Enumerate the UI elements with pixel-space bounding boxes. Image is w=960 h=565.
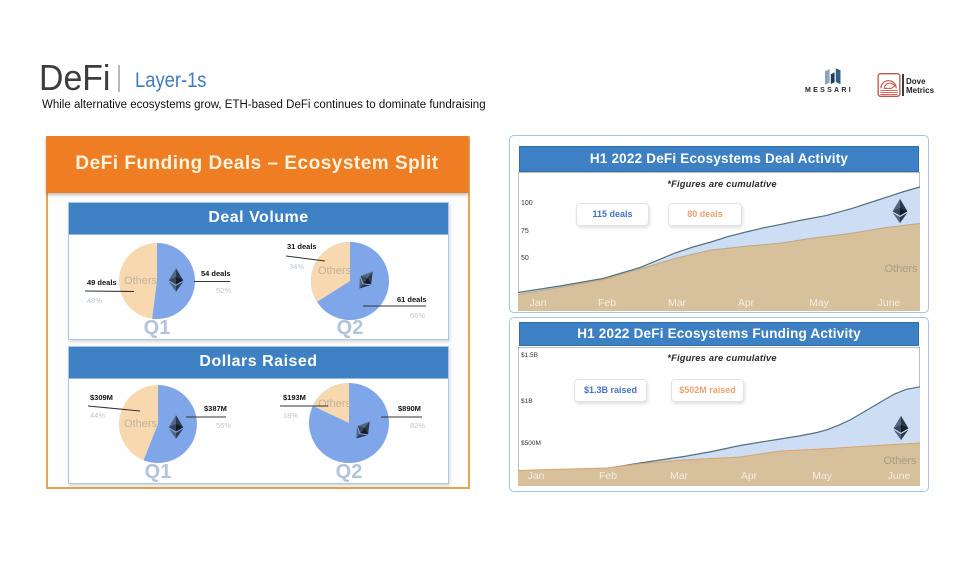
svg-text:Jan: Jan — [530, 297, 547, 309]
svg-text:34%: 34% — [289, 262, 304, 271]
svg-text:82%: 82% — [410, 421, 425, 430]
svg-text:75: 75 — [521, 228, 529, 235]
svg-text:100: 100 — [521, 200, 533, 207]
svg-text:66%: 66% — [410, 311, 425, 320]
svg-text:61 deals: 61 deals — [397, 295, 427, 304]
svg-text:49 deals: 49 deals — [87, 278, 117, 287]
svg-text:Feb: Feb — [599, 470, 617, 482]
svg-text:Q2: Q2 — [337, 317, 364, 339]
svg-text:Feb: Feb — [598, 297, 616, 309]
svg-text:May: May — [812, 470, 833, 482]
svg-text:52%: 52% — [216, 286, 231, 295]
svg-text:Q1: Q1 — [145, 461, 172, 483]
svg-text:Apr: Apr — [741, 470, 758, 482]
svg-text:Others: Others — [124, 418, 158, 430]
svg-text:$890M: $890M — [398, 404, 421, 413]
svg-text:$1B: $1B — [521, 398, 533, 405]
svg-text:June: June — [888, 470, 911, 482]
svg-text:$309M: $309M — [90, 393, 113, 402]
svg-text:$1.5B: $1.5B — [521, 352, 538, 359]
svg-text:48%: 48% — [87, 296, 102, 305]
svg-text:56%: 56% — [216, 421, 231, 430]
svg-text:Q2: Q2 — [336, 461, 363, 483]
svg-text:Others: Others — [318, 398, 352, 410]
svg-text:54 deals: 54 deals — [201, 269, 231, 278]
svg-text:18%: 18% — [283, 411, 298, 420]
svg-text:31 deals: 31 deals — [287, 242, 317, 251]
svg-text:*Figures are cumulative: *Figures are cumulative — [667, 353, 777, 363]
svg-text:$193M: $193M — [283, 393, 306, 402]
svg-text:44%: 44% — [90, 411, 105, 420]
svg-text:Q1: Q1 — [144, 317, 171, 339]
svg-text:*Figures are cumulative: *Figures are cumulative — [667, 179, 777, 189]
svg-text:Others: Others — [124, 275, 158, 287]
svg-text:50: 50 — [521, 255, 529, 262]
svg-text:$387M: $387M — [204, 404, 227, 413]
svg-text:June: June — [878, 297, 901, 309]
svg-text:Others: Others — [318, 265, 352, 277]
svg-text:Others: Others — [883, 455, 917, 467]
svg-text:May: May — [809, 297, 830, 309]
svg-text:Others: Others — [884, 263, 918, 275]
svg-text:Apr: Apr — [738, 297, 755, 309]
svg-text:Mar: Mar — [670, 470, 689, 482]
svg-text:$500M: $500M — [521, 440, 541, 447]
svg-text:Mar: Mar — [668, 297, 687, 309]
svg-text:Jan: Jan — [528, 470, 545, 482]
